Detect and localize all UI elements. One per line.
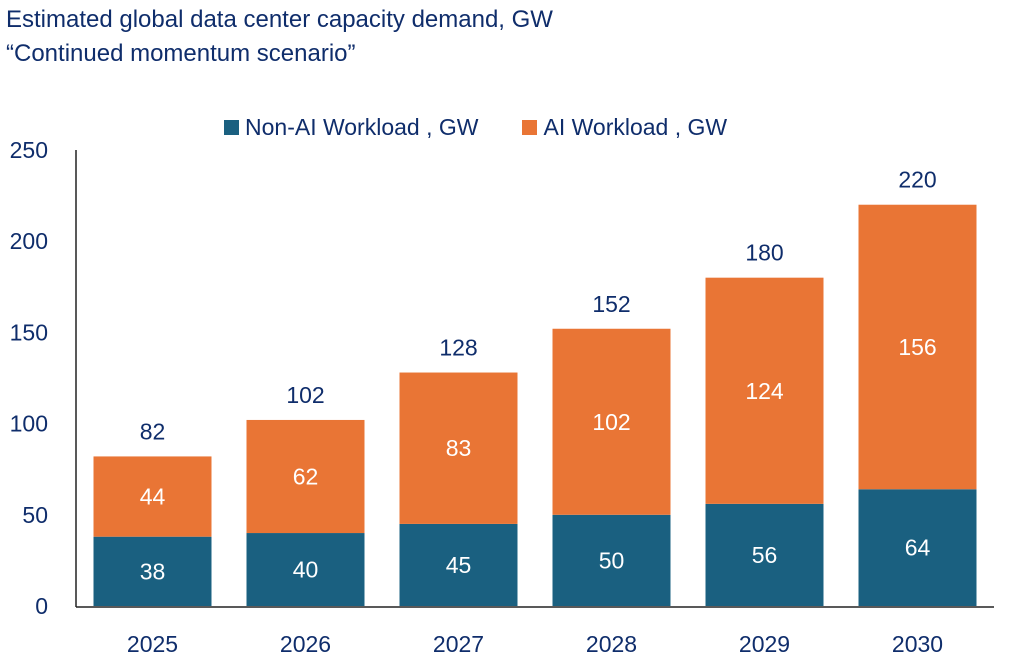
- data-label-non-ai: 64: [905, 535, 931, 561]
- y-tick-label: 200: [10, 228, 48, 254]
- total-label: 220: [898, 167, 936, 193]
- data-label-non-ai: 38: [140, 558, 166, 584]
- y-tick-label: 100: [10, 411, 48, 437]
- y-tick-label: 0: [35, 593, 48, 619]
- x-tick-label: 2030: [892, 631, 943, 657]
- y-tick-label: 150: [10, 319, 48, 345]
- bar-non-ai: [399, 523, 518, 606]
- x-tick-label: 2027: [433, 631, 484, 657]
- x-tick-label: 2028: [586, 631, 637, 657]
- legend-label-ai: AI Workload , GW: [543, 114, 728, 140]
- bar-ai: [705, 277, 824, 504]
- data-label-ai: 44: [140, 484, 166, 510]
- total-label: 152: [592, 291, 630, 317]
- bar-ai: [246, 419, 365, 534]
- chart-subtitle: “Continued momentum scenario”: [6, 40, 356, 67]
- bar-non-ai: [858, 489, 977, 606]
- total-label: 180: [745, 240, 783, 266]
- bar-non-ai: [705, 503, 824, 606]
- x-tick-label: 2025: [127, 631, 178, 657]
- data-label-non-ai: 40: [293, 557, 319, 583]
- legend-swatch-non-ai: [224, 120, 239, 135]
- data-label-ai: 62: [293, 463, 319, 489]
- data-label-ai: 156: [898, 334, 936, 360]
- data-label-ai: 124: [745, 378, 784, 404]
- x-tick-label: 2029: [739, 631, 790, 657]
- total-label: 128: [439, 335, 477, 361]
- data-label-non-ai: 56: [752, 542, 778, 568]
- legend-item-ai: AI Workload , GW: [522, 114, 727, 141]
- bar-non-ai: [93, 536, 212, 606]
- x-tick-label: 2026: [280, 631, 331, 657]
- bar-ai: [399, 372, 518, 524]
- bar-non-ai: [552, 514, 671, 606]
- chart-title: Estimated global data center capacity de…: [6, 6, 553, 33]
- legend-item-non-ai: Non-AI Workload , GW: [224, 114, 478, 141]
- bar-ai: [552, 328, 671, 515]
- bar-ai: [93, 456, 212, 537]
- data-label-ai: 83: [446, 435, 472, 461]
- data-label-ai: 102: [592, 409, 630, 435]
- y-tick-label: 250: [10, 137, 48, 163]
- legend: Non-AI Workload , GW AI Workload , GW: [224, 114, 771, 141]
- legend-label-non-ai: Non-AI Workload , GW: [245, 114, 479, 140]
- data-label-non-ai: 45: [446, 552, 472, 578]
- y-tick-label: 50: [22, 502, 48, 528]
- bar-ai: [858, 204, 977, 490]
- total-label: 102: [286, 382, 324, 408]
- data-label-non-ai: 50: [599, 547, 625, 573]
- bar-non-ai: [246, 533, 365, 606]
- total-label: 82: [140, 418, 166, 444]
- legend-swatch-ai: [522, 120, 538, 135]
